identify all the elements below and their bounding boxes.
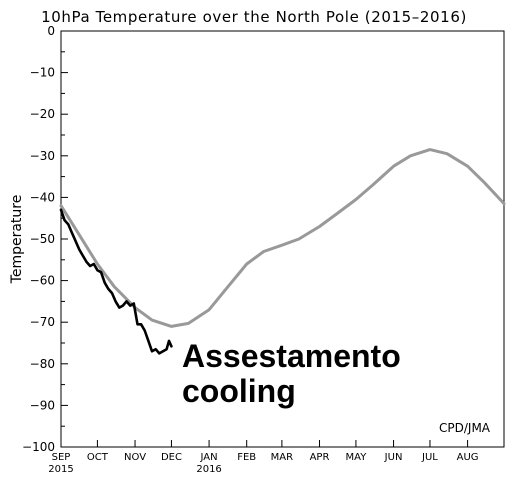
annotation-line-2: cooling [182, 373, 296, 409]
y-tick-label: −60 [30, 274, 55, 288]
annotation-line-1: Assestamento [182, 338, 401, 374]
x-tick-label: NOV [124, 452, 146, 463]
x-tick-year: 2016 [196, 464, 221, 475]
x-tick-label: JUL [421, 452, 438, 463]
credit-label: CPD/JMA [439, 421, 491, 435]
series-layer [59, 148, 506, 355]
climatology-line [59, 148, 506, 328]
x-tick-label: OCT [87, 452, 109, 463]
y-tick-label: −50 [30, 232, 55, 246]
y-axis: 0 −10 −20 −30 −40 −50 −60 −70 −80 −90 −100 [22, 24, 68, 454]
y-tick-label: −20 [30, 107, 55, 121]
x-tick-label: AUG [457, 452, 479, 463]
observed-line [59, 208, 173, 355]
x-tick-label: SEP [52, 452, 71, 463]
y-tick-label: −90 [30, 398, 55, 412]
y-tick-label: −30 [30, 149, 55, 163]
x-tick-label: FEB [237, 452, 256, 463]
y-tick-label: −10 [30, 66, 55, 80]
x-tick-year: 2015 [48, 464, 73, 475]
y-tick-label: −100 [22, 440, 55, 454]
y-tick-label: −70 [30, 315, 55, 329]
x-tick-label: JAN [200, 452, 218, 463]
y-tick-label: 0 [47, 24, 55, 38]
chart-title: 10hPa Temperature over the North Pole (2… [41, 8, 467, 26]
x-tick-label: MAR [271, 452, 293, 463]
y-tick-label: −40 [30, 190, 55, 204]
x-tick-label: APR [310, 452, 330, 463]
y-axis-label: Temperature [9, 195, 25, 285]
x-tick-label: MAY [346, 452, 368, 463]
x-tick-label: JUN [384, 452, 403, 463]
x-tick-label: DEC [161, 452, 182, 463]
y-tick-label: −80 [30, 357, 55, 371]
